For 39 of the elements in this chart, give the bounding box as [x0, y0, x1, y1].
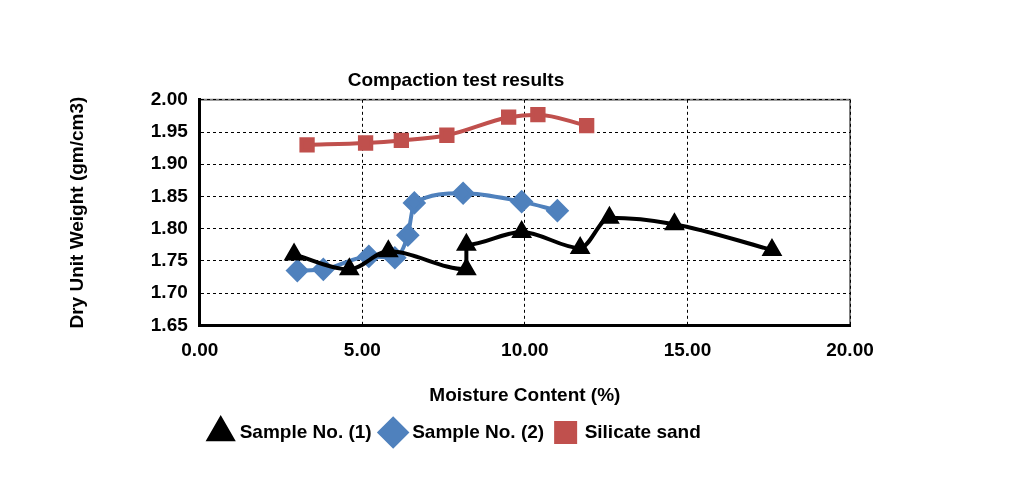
point	[340, 259, 359, 276]
y-tick-label: 1.75	[150, 249, 189, 271]
x-tick-label: 10.00	[501, 339, 549, 361]
legend-label: Sample No. (2)	[412, 420, 545, 442]
point	[530, 106, 546, 123]
y-axis-title: Dry Unit Weight (gm/cm3)	[65, 96, 87, 329]
point	[546, 199, 569, 222]
x-tick-label: 5.00	[343, 339, 381, 361]
x-tick-label: 0.00	[181, 339, 219, 361]
point	[500, 109, 517, 125]
x-tick-label: 15.00	[663, 339, 712, 361]
legend-label: Sample No. (1)	[239, 420, 372, 442]
point	[286, 259, 309, 282]
y-tick-label: 2.00	[150, 88, 188, 110]
point	[457, 259, 476, 276]
y-tick-label: 1.70	[150, 281, 188, 303]
point	[452, 182, 475, 205]
point	[665, 214, 684, 231]
chart-title: Compaction test results	[347, 68, 565, 90]
y-tick-label: 1.80	[150, 216, 188, 238]
point	[439, 127, 455, 143]
point	[299, 137, 315, 153]
point	[357, 135, 374, 151]
point	[512, 221, 531, 238]
y-tick-label: 1.90	[150, 152, 188, 174]
y-tick-label: 1.85	[150, 184, 189, 206]
point	[393, 132, 410, 149]
point	[285, 244, 303, 261]
y-tick-label: 1.95	[150, 120, 189, 142]
legend-label: Silicate sand	[584, 420, 701, 442]
point	[510, 190, 533, 213]
point	[403, 191, 426, 214]
point	[396, 224, 419, 247]
x-tick-label: 20.00	[826, 339, 874, 361]
y-tick-label: 1.65	[150, 313, 189, 335]
point	[571, 238, 590, 255]
point	[579, 117, 595, 134]
point	[763, 239, 781, 256]
x-axis-title: Moisture Content (%)	[429, 383, 621, 405]
